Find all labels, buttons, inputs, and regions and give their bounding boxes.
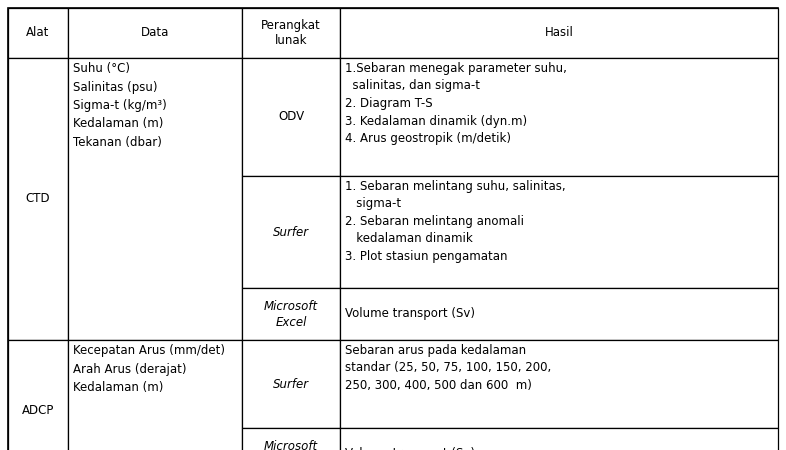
Text: ADCP: ADCP (22, 404, 54, 417)
Bar (68, 8, 242, 58)
Text: Volume transport (Sv): Volume transport (Sv) (345, 447, 475, 450)
Bar (340, 58, 778, 176)
Text: Sebaran arus pada kedalaman
standar (25, 50, 75, 100, 150, 200,
250, 300, 400, 5: Sebaran arus pada kedalaman standar (25,… (345, 344, 551, 392)
Text: Kecepatan Arus (mm/det)
Arah Arus (derajat)
Kedalaman (m): Kecepatan Arus (mm/det) Arah Arus (deraj… (73, 344, 225, 394)
Bar (340, 288, 778, 340)
Text: Surfer: Surfer (273, 378, 309, 391)
Text: Hasil: Hasil (545, 27, 574, 40)
Bar (340, 176, 778, 288)
Bar (242, 8, 340, 58)
Bar (242, 428, 340, 450)
Bar (242, 288, 340, 340)
Bar (340, 340, 778, 428)
Text: Perangkat
lunak: Perangkat lunak (261, 19, 321, 47)
Text: Surfer: Surfer (273, 225, 309, 238)
Bar (8, 58, 68, 340)
Text: Microsoft
Excel: Microsoft Excel (264, 440, 318, 450)
Bar (68, 58, 242, 340)
Bar (8, 340, 68, 450)
Text: Suhu (°C)
Salinitas (psu)
Sigma-t (kg/m³)
Kedalaman (m)
Tekanan (dbar): Suhu (°C) Salinitas (psu) Sigma-t (kg/m³… (73, 62, 167, 149)
Bar (340, 8, 778, 58)
Bar (8, 8, 68, 58)
Text: 1.Sebaran menegak parameter suhu,
  salinitas, dan sigma-t
2. Diagram T-S
3. Ked: 1.Sebaran menegak parameter suhu, salini… (345, 62, 567, 145)
Text: Data: Data (141, 27, 169, 40)
Bar (242, 58, 340, 176)
Text: Volume transport (Sv): Volume transport (Sv) (345, 307, 475, 320)
Text: Alat: Alat (26, 27, 50, 40)
Bar (68, 340, 242, 450)
Bar (242, 340, 340, 428)
Text: 1. Sebaran melintang suhu, salinitas,
   sigma-t
2. Sebaran melintang anomali
  : 1. Sebaran melintang suhu, salinitas, si… (345, 180, 566, 263)
Bar (242, 176, 340, 288)
Text: ODV: ODV (278, 111, 304, 123)
Text: CTD: CTD (26, 193, 50, 206)
Text: Microsoft
Excel: Microsoft Excel (264, 300, 318, 328)
Bar (340, 428, 778, 450)
